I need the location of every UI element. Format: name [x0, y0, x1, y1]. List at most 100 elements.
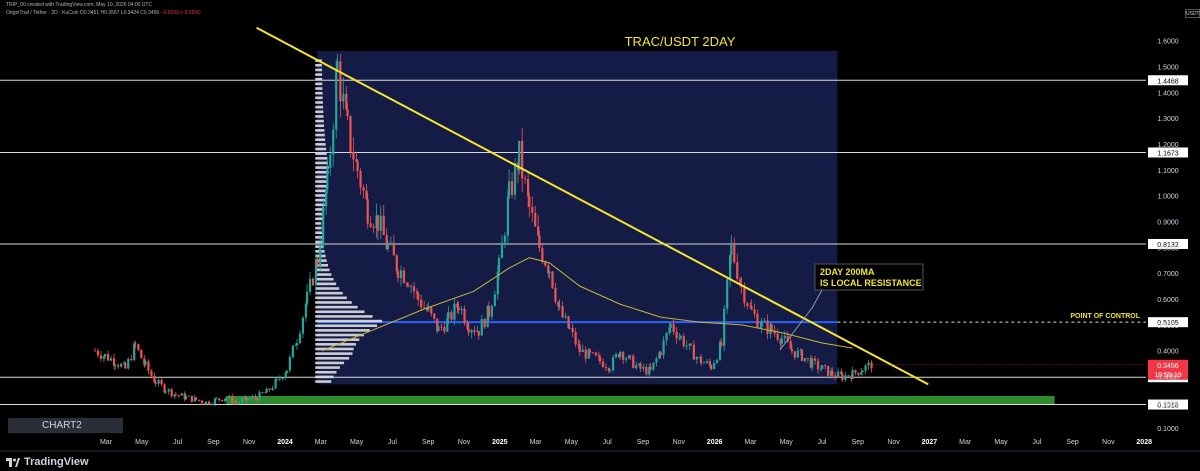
candle-body: [234, 401, 237, 403]
candle-body: [733, 242, 736, 263]
candle-body: [510, 181, 514, 195]
volume-profile-bar: [315, 180, 328, 183]
candle-body: [415, 291, 419, 294]
candle-body: [567, 316, 570, 329]
candle-body: [366, 199, 369, 224]
currency-unit-button[interactable]: USDT: [1185, 9, 1200, 18]
candle-body: [460, 308, 463, 311]
candle-body: [800, 349, 804, 361]
volume-profile-bar: [315, 101, 323, 104]
candle-body: [557, 301, 560, 307]
y-tick-label-5: 1.1000: [1157, 168, 1179, 175]
volume-profile-bar: [315, 208, 325, 211]
candle-body: [746, 303, 749, 306]
candle-body: [314, 259, 318, 286]
candle-body: [508, 181, 511, 197]
candle-body: [102, 356, 106, 359]
candle-body: [688, 343, 691, 346]
candle-body: [763, 320, 766, 322]
candle-body: [322, 206, 325, 247]
candle-body: [170, 389, 173, 397]
candle-body: [840, 371, 843, 375]
candle-body: [304, 303, 308, 318]
candle-body: [248, 398, 251, 401]
x-tick-label-26: Jul: [1032, 439, 1041, 446]
candle-body: [685, 345, 688, 347]
candle-body: [114, 365, 117, 367]
tradingview-brand: TradingView: [24, 456, 89, 468]
candle-body: [281, 378, 284, 379]
volume-profile-bar: [315, 77, 323, 81]
candle-body: [440, 326, 443, 328]
volume-profile-bar: [315, 296, 347, 300]
candle-body: [564, 316, 567, 318]
candle-body: [140, 349, 143, 359]
candle-body: [629, 355, 632, 357]
candle-body: [497, 258, 501, 272]
candle-body: [702, 362, 706, 364]
volume-profile-bar: [315, 231, 323, 235]
y-tick-label-3: 1.3000: [1157, 116, 1179, 123]
candle-body: [193, 397, 196, 402]
candle-body: [789, 341, 792, 350]
candle-body: [163, 384, 166, 393]
candle-body: [443, 327, 446, 332]
candle-body: [372, 226, 375, 228]
level-badge-4: [1148, 399, 1188, 410]
candle-body: [568, 328, 571, 329]
candle-body: [157, 380, 160, 384]
candle-body: [215, 398, 218, 400]
candle-body: [769, 324, 772, 334]
candle-body: [332, 129, 335, 155]
volume-profile-bar: [315, 236, 323, 239]
candle-body: [184, 396, 187, 400]
candle-body: [433, 313, 436, 319]
ohlc-low: 0.3424: [123, 10, 139, 16]
level-badge-label-2: 0.8132: [1157, 242, 1179, 249]
candle-body: [389, 242, 392, 245]
last-price-countdown: 19:59:19: [1154, 372, 1181, 379]
x-tick-label-11: 2025: [492, 439, 508, 446]
candle-body: [205, 401, 208, 405]
candle-body: [329, 154, 332, 168]
candle-body: [756, 313, 759, 328]
candle-body: [718, 342, 722, 360]
volume-profile-bar: [315, 110, 324, 114]
candle-body: [311, 278, 315, 286]
candle-body: [622, 351, 625, 360]
candle-body: [99, 355, 103, 359]
candle-body: [409, 286, 413, 288]
candle-body: [261, 392, 264, 394]
candle-body: [780, 338, 783, 344]
candle-body: [867, 362, 870, 366]
candle-body: [487, 305, 490, 317]
volume-profile-bar: [315, 268, 330, 272]
candle-body: [180, 393, 183, 396]
candle-body: [355, 159, 358, 162]
tradingview-logo[interactable]: TradingView: [6, 456, 89, 468]
candle-body: [450, 312, 453, 320]
candle-body: [649, 366, 652, 370]
candle-body: [554, 287, 557, 302]
candle-body: [109, 358, 113, 361]
candle-body: [255, 397, 258, 401]
candle-body: [470, 330, 473, 333]
volume-profile-bar: [315, 333, 364, 337]
candle-body: [203, 403, 207, 405]
candle-body: [578, 345, 581, 353]
volume-profile-bar: [315, 319, 383, 323]
candle-body: [127, 358, 130, 369]
candle-body: [503, 235, 507, 243]
x-tick-label-29: 2028: [1136, 439, 1152, 446]
candle-body: [477, 331, 480, 336]
candle-body: [541, 248, 544, 262]
candle-body: [133, 343, 136, 361]
candle-body: [669, 323, 672, 328]
candle-body: [588, 349, 591, 353]
candle-body: [143, 358, 146, 365]
support-zone: [226, 395, 1055, 405]
candle-body: [558, 306, 561, 307]
candle-body: [275, 378, 278, 380]
candle-body: [655, 358, 658, 363]
